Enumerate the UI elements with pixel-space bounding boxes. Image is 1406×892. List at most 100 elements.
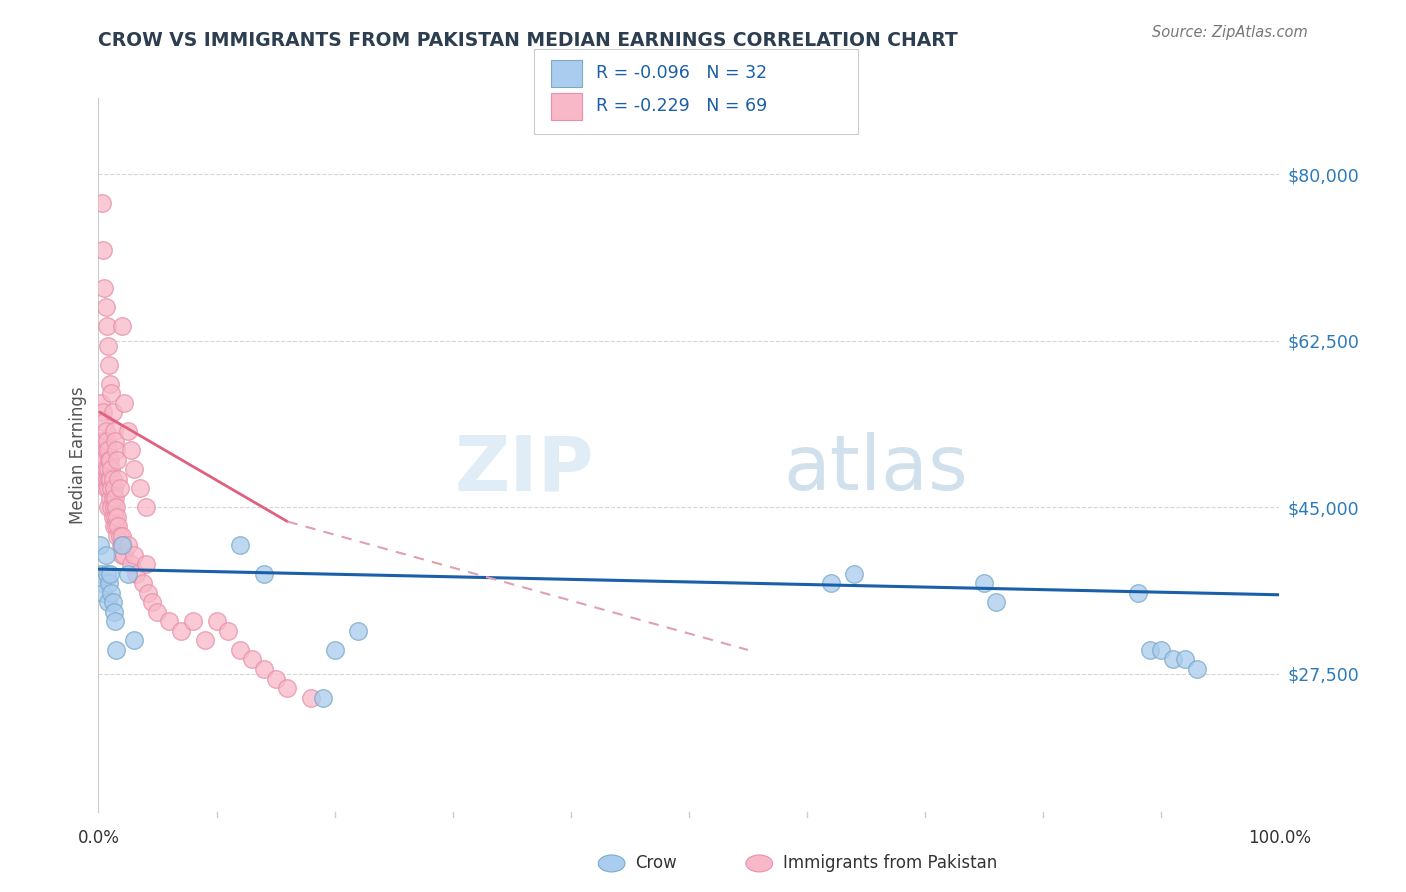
Point [103,481,125,495]
Y-axis label: Median Earnings: Median Earnings [69,386,87,524]
Point [100,481,122,495]
Point [157,615,180,629]
Point [97,462,120,476]
Point [170,624,193,638]
Point [97,338,120,352]
Point [91,586,114,600]
Point [101,472,124,486]
Point [132,576,155,591]
Point [240,652,263,666]
Point [91,195,114,210]
Point [121,443,143,458]
Point [94,481,117,495]
Point [104,491,127,505]
Point [91,452,114,467]
Point [101,491,124,505]
Point [217,624,239,638]
Point [1161,652,1184,666]
Point [91,244,114,258]
Point [108,529,131,543]
Point [97,500,120,515]
Point [94,424,117,438]
Point [122,462,145,476]
Point [121,558,143,572]
Point [984,595,1007,609]
Point [111,529,134,543]
Point [111,548,134,562]
Point [89,538,111,552]
Point [107,472,129,486]
Text: ZIP: ZIP [456,433,595,506]
Point [93,452,115,467]
Point [194,633,217,648]
Point [90,566,112,581]
Point [97,443,120,458]
Point [110,538,132,552]
Point [103,605,125,619]
Point [276,681,298,695]
Point [100,586,122,600]
Point [299,690,322,705]
Point [105,643,128,657]
Point [94,301,117,315]
Point [90,395,112,409]
Point [112,548,135,562]
Point [205,615,228,629]
Point [98,452,121,467]
Point [1139,643,1161,657]
Point [135,500,157,515]
Text: Crow: Crow [636,855,678,872]
Point [91,434,114,448]
Point [98,576,121,591]
Point [323,643,346,657]
Text: 0.0%: 0.0% [77,829,120,847]
Point [105,529,128,543]
Point [104,434,127,448]
Point [104,615,127,629]
Point [1150,643,1173,657]
Point [112,538,135,552]
Text: 100.0%: 100.0% [1249,829,1310,847]
Point [112,395,135,409]
Point [103,424,125,438]
Point [253,662,276,676]
Point [105,509,128,524]
Point [105,519,128,533]
Point [98,472,121,486]
Point [98,491,121,505]
Point [229,643,252,657]
Point [93,281,115,295]
Point [820,576,842,591]
Point [181,615,204,629]
Point [111,538,134,552]
Point [96,434,118,448]
Point [108,481,131,495]
Point [101,509,124,524]
Text: Immigrants from Pakistan: Immigrants from Pakistan [783,855,997,872]
Point [96,566,118,581]
Point [136,586,159,600]
Point [94,462,117,476]
Point [98,358,121,372]
Point [117,538,139,552]
Point [101,595,124,609]
Point [128,481,150,495]
Point [90,443,112,458]
Point [98,376,121,391]
Point [141,595,163,609]
Point [105,452,128,467]
Point [100,500,122,515]
Point [125,566,148,581]
Point [105,443,128,458]
Point [93,415,115,429]
Text: R = -0.096   N = 32: R = -0.096 N = 32 [596,64,768,82]
Point [94,443,117,458]
Point [312,690,335,705]
Point [98,566,121,581]
Point [973,576,995,591]
Point [98,452,121,467]
Point [117,566,139,581]
Point [98,472,121,486]
Point [844,566,866,581]
Point [91,576,114,591]
